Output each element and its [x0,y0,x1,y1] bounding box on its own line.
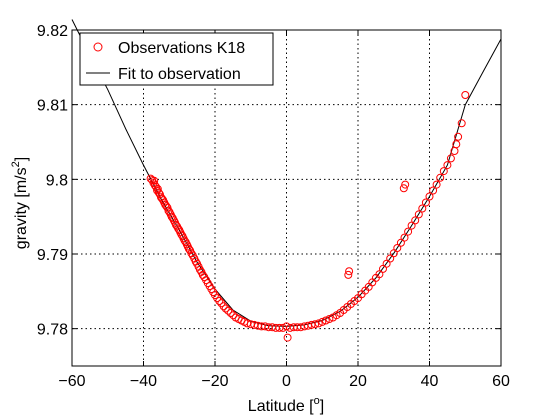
observation-point [432,180,441,189]
observation-point [452,140,461,149]
grid [72,30,501,366]
observation-point [226,309,235,317]
observation-point [399,184,408,193]
x-tick-label: 40 [421,373,439,390]
legend: Observations K18 Fit to observation [79,32,274,86]
y-tick-label: 9.8 [46,172,68,189]
observation-point [461,91,470,99]
observation-point [224,306,233,315]
observation-point [154,188,163,197]
legend-box [79,32,274,86]
observation-point [311,320,320,329]
observation-point [411,216,420,225]
legend-observations-label: Observations K18 [118,40,245,57]
observation-point [400,233,409,242]
observation-point [414,210,423,219]
x-tick-label: −40 [130,373,157,390]
observation-point [454,132,463,141]
x-tick-label: 60 [492,373,510,390]
x-tick-label: −60 [58,373,85,390]
observation-point [344,270,353,279]
observation-point [439,167,448,176]
observation-point [314,319,323,328]
observation-point [229,311,238,320]
observation-point [446,154,455,163]
observation-point [443,161,452,170]
x-tick-label: −20 [201,373,228,390]
x-tick-label: 20 [349,373,367,390]
observation-point [425,192,434,201]
x-axis-title: Latitude [o] [248,395,324,415]
observation-point [153,185,162,193]
observation-point [283,333,292,342]
y-tick-label: 9.78 [37,322,68,339]
observation-point [421,198,430,207]
observation-point [436,173,445,182]
legend-fit-label: Fit to observation [118,66,241,83]
observation-point [221,304,230,313]
observation-point [184,244,193,253]
observation-point [457,119,466,128]
legend-observations-marker [93,42,103,52]
y-tick-label: 9.82 [37,23,68,40]
observation-point [318,317,327,326]
y-axis-title: gravity [m/s2] [10,157,30,249]
observation-point [375,270,384,279]
observation-point [325,315,334,323]
observation-points-layer [146,91,470,342]
observation-point [404,227,413,236]
observation-point [429,186,438,195]
y-tick-label: 9.81 [37,98,68,115]
observation-point [345,267,354,276]
ticks: −60 −40 −20 0 20 40 60 9.78 9.79 9.8 9.81 9.82 [37,23,510,390]
observation-point [215,297,224,305]
observation-point [418,204,427,213]
y-tick-label: 9.79 [37,247,68,264]
observation-point [150,176,159,185]
observation-point [158,194,167,203]
x-tick-label: 0 [282,373,291,390]
observation-point [401,180,410,189]
observation-point [162,202,171,211]
observation-point [321,316,330,325]
observation-point [219,302,228,311]
